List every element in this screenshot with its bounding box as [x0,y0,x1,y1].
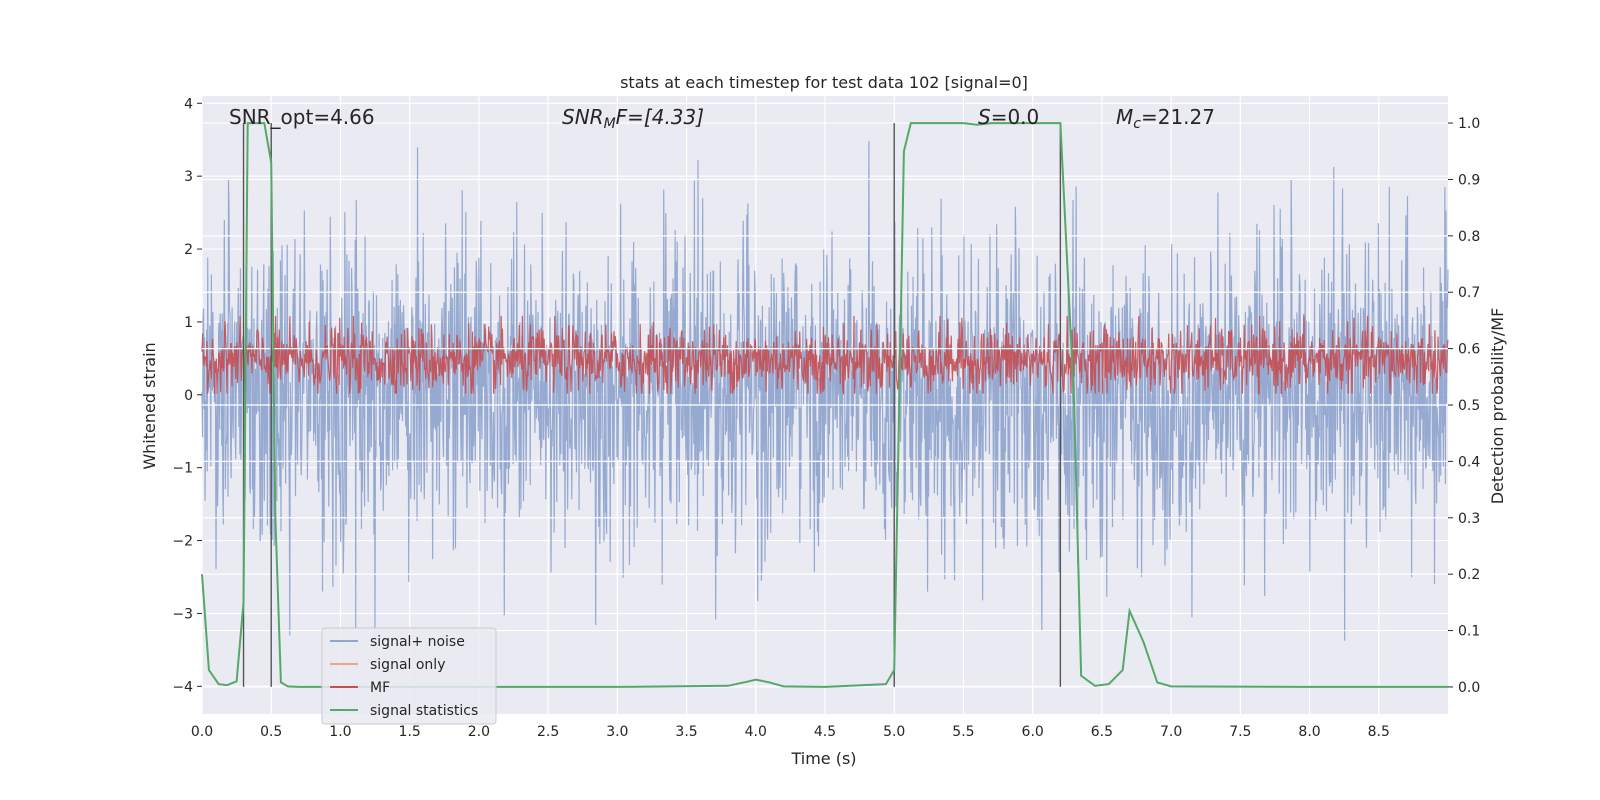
s-annotation: S=0.0 [978,105,1039,129]
y-tick-label-left: 1 [184,315,193,331]
y-tick-label-left: 2 [184,242,193,258]
x-tick-label: 0.5 [260,724,282,740]
y-tick-label-left: 4 [184,96,193,112]
x-tick-label: 7.5 [1229,724,1251,740]
x-tick-label: 6.0 [1022,724,1044,740]
x-tick-label: 5.5 [952,724,974,740]
legend-label-mf: MF [370,680,390,696]
y-tick-label-left: 3 [184,169,193,185]
x-tick-label: 1.5 [399,724,421,740]
legend-label-signal-statistics: signal statistics [370,703,478,719]
x-tick-label: 8.5 [1368,724,1390,740]
x-tick-label: 7.0 [1160,724,1182,740]
y-tick-label-left: −3 [172,606,193,622]
axis-ticks: 0.0 0.5 1.0 1.5 2.0 2.5 3.0 3.5 4.0 4.5 5.0 5.5 6.0 6… [172,96,1480,740]
y-tick-label-left: 0 [184,388,193,404]
chart-title: stats at each timestep for test data 102… [620,73,1028,92]
x-tick-label: 1.0 [329,724,351,740]
x-tick-label: 3.5 [675,724,697,740]
mf-line [201,315,1449,395]
y-tick-label-right: 0.1 [1458,624,1480,640]
x-tick-label: 8.0 [1298,724,1320,740]
x-tick-label: 0.0 [191,724,213,740]
legend-box [321,627,497,725]
mf-series [201,315,1449,395]
y-tick-label-right: 0.7 [1458,285,1480,301]
y-tick-label-right: 0.3 [1458,511,1480,527]
y-tick-label-right: 0.0 [1458,680,1480,696]
y-axis-label-left: Whitened strain [140,342,159,469]
y-tick-label-right: 0.5 [1458,398,1480,414]
legend-label-signal-noise: signal+ noise [370,634,465,650]
mc-annotation: Mc=21.27 [1116,105,1215,132]
x-tick-label: 2.5 [537,724,559,740]
legend: signal+ noise signal only MF signal stat… [321,627,497,725]
y-tick-label-right: 1.0 [1458,116,1480,132]
y-tick-label-left: −1 [172,461,193,477]
y-tick-label-right: 0.8 [1458,229,1480,245]
y-tick-label-right: 0.4 [1458,454,1480,470]
y-tick-label-left: −4 [172,679,193,695]
x-tick-label: 6.5 [1091,724,1113,740]
y-tick-label-right: 0.6 [1458,342,1480,358]
y-tick-label-right: 0.9 [1458,172,1480,188]
signal-statistics-line [201,122,1448,688]
x-tick-label: 4.5 [814,724,836,740]
x-tick-label: 5.0 [883,724,905,740]
vertical-markers [242,123,1062,687]
y-tick-label-right: 0.2 [1458,567,1480,583]
x-tick-label: 3.0 [606,724,628,740]
snr-opt-annotation: SNR_opt=4.66 [229,105,375,129]
signal-statistics-series [201,122,1448,688]
x-axis-label: Time (s) [790,749,856,768]
y-tick-label-left: −2 [172,534,193,550]
legend-label-signal-only: signal only [370,657,445,673]
x-tick-label: 4.0 [745,724,767,740]
snr-mf-annotation: SNRMF=[4.33] [562,105,704,132]
x-tick-label: 2.0 [468,724,490,740]
y-axis-label-right: Detection probability/MF [1488,308,1507,505]
